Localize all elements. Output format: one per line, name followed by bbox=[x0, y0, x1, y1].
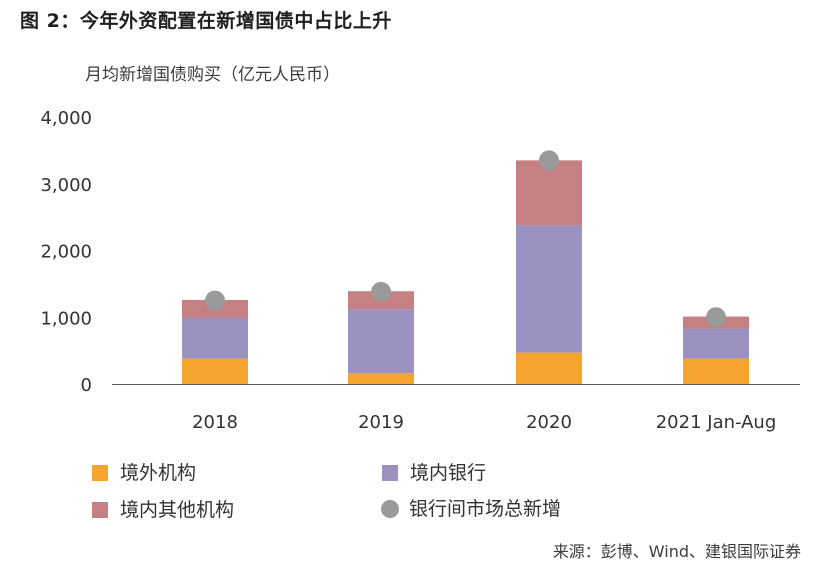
bar-segment-other_domestic bbox=[516, 160, 582, 226]
legend-swatch-foreign bbox=[92, 465, 108, 481]
bar-segment-foreign bbox=[683, 358, 749, 384]
marker-interbank-total bbox=[371, 281, 391, 302]
bar-segment-foreign bbox=[516, 352, 582, 384]
y-tick-label: 4,000 bbox=[40, 108, 92, 129]
bar-segment-domestic_banks bbox=[516, 225, 582, 353]
legend-marker-interbank-total bbox=[381, 500, 399, 518]
legend-swatch-other-domestic bbox=[92, 502, 108, 518]
bar-segment-domestic_banks bbox=[683, 328, 749, 359]
marker-interbank-total bbox=[205, 290, 225, 311]
bar-segment-domestic_banks bbox=[348, 309, 414, 374]
x-tick-label: 2019 bbox=[358, 412, 404, 433]
legend-item-other-domestic: 境内其他机构 bbox=[92, 495, 234, 522]
legend-label-other-domestic: 境内其他机构 bbox=[120, 499, 235, 521]
source-note: 来源：彭博、Wind、建银国际证券 bbox=[552, 542, 801, 561]
legend-swatch-domestic-banks bbox=[382, 465, 398, 481]
y-tick-label: 2,000 bbox=[40, 242, 92, 263]
x-tick-label: 2018 bbox=[192, 412, 238, 433]
y-tick-label: 1,000 bbox=[40, 308, 92, 329]
legend-item-interbank-total: 银行间市场总新增 bbox=[381, 494, 561, 521]
legend-label-domestic-banks: 境内银行 bbox=[410, 462, 487, 484]
x-tick-label: 2021 Jan-Aug bbox=[656, 412, 777, 433]
chart-title: 图 2：今年外资配置在新增国债中占比上升 bbox=[20, 10, 392, 32]
y-tick-label: 3,000 bbox=[40, 175, 92, 196]
y-tick-label: 0 bbox=[81, 375, 92, 396]
bar-segment-foreign bbox=[348, 373, 414, 384]
marker-interbank-total bbox=[706, 307, 726, 328]
legend-item-foreign: 境外机构 bbox=[92, 458, 196, 485]
marker-interbank-total bbox=[539, 150, 559, 171]
legend-item-domestic-banks: 境内银行 bbox=[382, 458, 486, 485]
y-axis-label: 月均新增国债购买（亿元人民币） bbox=[85, 65, 340, 85]
x-tick-label: 2020 bbox=[526, 412, 572, 433]
bar-segment-domestic_banks bbox=[182, 317, 248, 359]
legend-label-foreign: 境外机构 bbox=[120, 462, 197, 484]
legend-label-interbank-total: 银行间市场总新增 bbox=[409, 498, 562, 520]
bar-segment-foreign bbox=[182, 358, 248, 384]
